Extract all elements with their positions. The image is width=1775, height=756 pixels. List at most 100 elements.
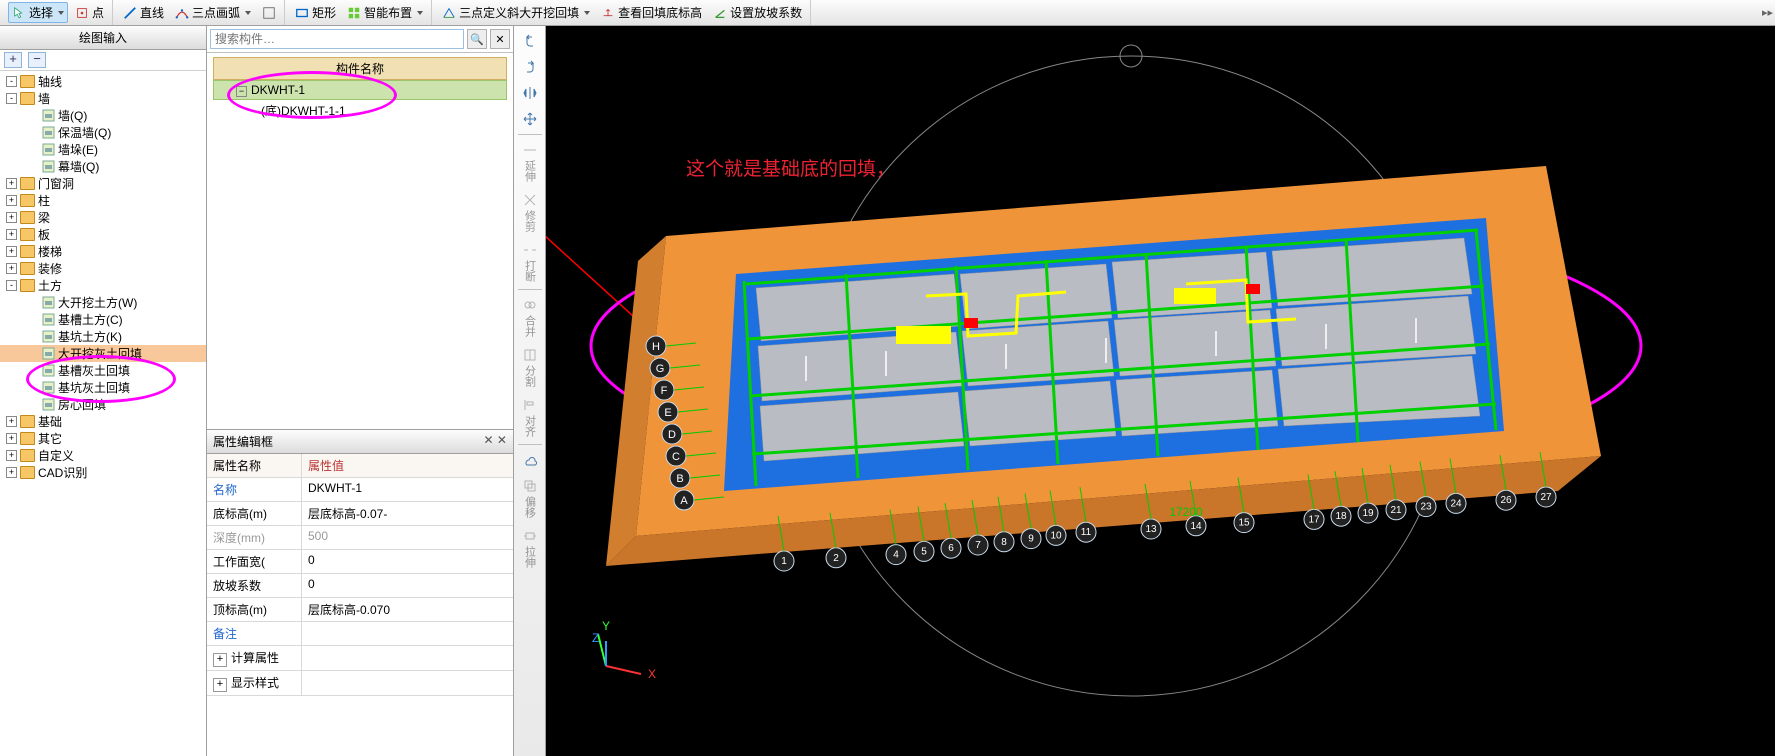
property-disp-row[interactable]: +显示样式 <box>207 671 513 696</box>
svg-text:D: D <box>668 429 676 441</box>
tree-item[interactable]: +楼梯 <box>0 243 206 260</box>
line-tool-button[interactable]: 直线 <box>119 2 168 23</box>
search-input[interactable] <box>210 29 464 49</box>
rect-tool-button[interactable]: 矩形 <box>291 2 340 23</box>
svg-text:24: 24 <box>1450 498 1462 509</box>
vtool-undo[interactable] <box>518 30 542 52</box>
elev-button[interactable]: 查看回填底标高 <box>597 2 706 23</box>
tree-item-label: 板 <box>38 226 50 243</box>
vtool-break[interactable]: 打断 <box>518 239 542 285</box>
slope3-button[interactable]: 三点定义斜大开挖回填 <box>438 2 594 23</box>
component-search-row: 🔍 ✕ <box>207 26 513 53</box>
search-button[interactable]: 🔍 <box>467 29 487 49</box>
tree-item[interactable]: 基槽土方(C) <box>0 311 206 328</box>
tree-item[interactable]: 大开挖土方(W) <box>0 294 206 311</box>
tree-item[interactable]: +自定义 <box>0 447 206 464</box>
vtool-split[interactable]: 分割 <box>518 344 542 390</box>
tree-expand-controls: + − <box>0 50 206 71</box>
tree-item[interactable]: +基础 <box>0 413 206 430</box>
tree-item-label: CAD识别 <box>38 464 87 481</box>
component-list-header: 构件名称 <box>213 57 507 80</box>
point-tool-button[interactable]: 点 <box>71 2 108 23</box>
tree-item[interactable]: 大开挖灰土回填 <box>0 345 206 362</box>
tree-item-label: 基坑土方(K) <box>58 328 122 345</box>
tree-item[interactable]: +装修 <box>0 260 206 277</box>
toolbar-overflow[interactable]: ▸▸ <box>1762 6 1773 19</box>
tree-item[interactable]: +柱 <box>0 192 206 209</box>
tree-item[interactable]: +CAD识别 <box>0 464 206 481</box>
property-row[interactable]: 顶标高(m)层底标高-0.070 <box>207 598 513 622</box>
vtool-align[interactable]: 对齐 <box>518 394 542 440</box>
property-close-button[interactable]: ✕ ✕ <box>484 433 507 450</box>
tree-item[interactable]: 墙垛(E) <box>0 141 206 158</box>
vtool-move[interactable] <box>518 108 542 130</box>
vtool-trim[interactable]: 修剪 <box>518 189 542 235</box>
model-viewport[interactable]: HGFEDCBA 1245678910111314151718192123242… <box>546 26 1775 756</box>
tree-item[interactable]: 幕墙(Q) <box>0 158 206 175</box>
tree-item[interactable]: 基坑土方(K) <box>0 328 206 345</box>
svg-text:17200: 17200 <box>1169 505 1203 519</box>
tree-item-label: 幕墙(Q) <box>58 158 99 175</box>
svg-text:F: F <box>661 385 668 397</box>
vtool-mirror[interactable] <box>518 82 542 104</box>
tree-item-label: 梁 <box>38 209 50 226</box>
more-draw-button[interactable] <box>258 4 280 22</box>
svg-text:11: 11 <box>1081 527 1092 538</box>
property-table: 属性名称 属性值 名称DKWHT-1底标高(m)层底标高-0.07-深度(mm)… <box>207 454 513 696</box>
select-label: 选择 <box>29 4 53 21</box>
vtool-cloud[interactable] <box>518 449 542 471</box>
tree-item[interactable]: +板 <box>0 226 206 243</box>
tree-item-label: 轴线 <box>38 73 62 90</box>
tree-item[interactable]: -轴线 <box>0 73 206 90</box>
search-clear-button[interactable]: ✕ <box>490 29 510 49</box>
expand-all-button[interactable]: + <box>4 52 22 68</box>
main-area: 绘图输入 + − -轴线-墙墙(Q)保温墙(Q)墙垛(E)幕墙(Q)+门窗洞+柱… <box>0 26 1775 756</box>
svg-text:9: 9 <box>1028 534 1034 545</box>
component-item-2[interactable]: (底)DKWHT-1-1 <box>213 100 507 121</box>
vtool-stretch[interactable]: 拉伸 <box>518 525 542 571</box>
arc3-tool-button[interactable]: 三点画弧 <box>171 2 255 23</box>
property-header-row: 属性名称 属性值 <box>207 454 513 478</box>
svg-text:6: 6 <box>948 543 954 554</box>
tree-item[interactable]: 基槽灰土回填 <box>0 362 206 379</box>
tree-item-label: 大开挖土方(W) <box>58 294 137 311</box>
tree-item-label: 保温墙(Q) <box>58 124 111 141</box>
tree-item[interactable]: 保温墙(Q) <box>0 124 206 141</box>
property-calc-row[interactable]: +计算属性 <box>207 646 513 671</box>
vtool-offset[interactable]: 偏移 <box>518 475 542 521</box>
property-calc-label: 计算属性 <box>231 651 279 665</box>
collapse-all-button[interactable]: − <box>28 52 46 68</box>
tree-item[interactable]: 基坑灰土回填 <box>0 379 206 396</box>
vtool-join[interactable]: 合并 <box>518 294 542 340</box>
svg-text:Z: Z <box>592 631 599 645</box>
svg-text:G: G <box>656 363 665 375</box>
tree-item[interactable]: +其它 <box>0 430 206 447</box>
tree-item[interactable]: -土方 <box>0 277 206 294</box>
property-row[interactable]: 工作面宽(0 <box>207 550 513 574</box>
smart-place-button[interactable]: 智能布置 <box>343 2 427 23</box>
vtool-redo[interactable] <box>518 56 542 78</box>
property-row[interactable]: 深度(mm)500 <box>207 526 513 550</box>
component-tree[interactable]: -轴线-墙墙(Q)保温墙(Q)墙垛(E)幕墙(Q)+门窗洞+柱+梁+板+楼梯+装… <box>0 71 206 756</box>
property-disp-label: 显示样式 <box>231 676 279 690</box>
property-header-value: 属性值 <box>302 454 513 477</box>
tree-item[interactable]: +梁 <box>0 209 206 226</box>
svg-text:15: 15 <box>1238 518 1250 529</box>
tree-item[interactable]: 墙(Q) <box>0 107 206 124</box>
tree-item[interactable]: -墙 <box>0 90 206 107</box>
select-tool-button[interactable]: 选择 <box>8 2 68 23</box>
svg-text:2: 2 <box>833 553 839 564</box>
tree-item-label: 基槽灰土回填 <box>58 362 130 379</box>
property-row[interactable]: 备注 <box>207 622 513 646</box>
tree-item[interactable]: 房心回填 <box>0 396 206 413</box>
tree-item-label: 土方 <box>38 277 62 294</box>
vtool-extend[interactable]: 延伸 <box>518 139 542 185</box>
coef-button[interactable]: 设置放坡系数 <box>709 2 806 23</box>
property-row[interactable]: 底标高(m)层底标高-0.07- <box>207 502 513 526</box>
svg-text:X: X <box>648 667 656 681</box>
property-row[interactable]: 放坡系数0 <box>207 574 513 598</box>
svg-text:26: 26 <box>1500 495 1512 506</box>
tree-item[interactable]: +门窗洞 <box>0 175 206 192</box>
property-row[interactable]: 名称DKWHT-1 <box>207 478 513 502</box>
component-item-1[interactable]: −DKWHT-1 <box>213 80 507 100</box>
